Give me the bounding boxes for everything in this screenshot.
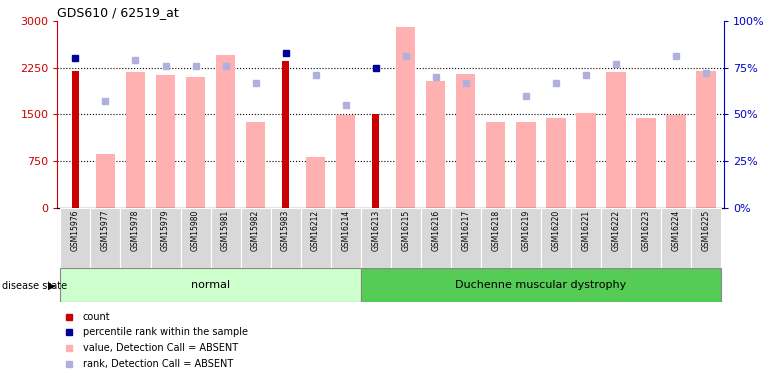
Text: GSM15976: GSM15976 (71, 210, 80, 251)
Bar (120, 208, 150, 268)
Bar (636, 117, 656, 208)
Bar (246, 122, 265, 208)
Text: GSM15981: GSM15981 (221, 210, 230, 251)
Bar (216, 55, 235, 208)
Text: GSM15977: GSM15977 (101, 210, 110, 251)
Bar (601, 208, 631, 268)
Bar (155, 75, 175, 208)
Text: GSM16216: GSM16216 (431, 210, 440, 251)
Bar (486, 122, 506, 208)
Bar (606, 72, 626, 208)
Bar (90, 208, 120, 268)
Text: rank, Detection Call = ABSENT: rank, Detection Call = ABSENT (83, 358, 233, 369)
Bar (456, 74, 476, 208)
Bar (481, 208, 511, 268)
Text: GDS610 / 62519_at: GDS610 / 62519_at (57, 6, 179, 20)
Bar (450, 208, 481, 268)
Bar (372, 114, 379, 208)
Bar (181, 208, 211, 268)
Text: GSM16215: GSM16215 (401, 210, 410, 251)
Text: GSM15983: GSM15983 (281, 210, 290, 251)
Bar (336, 115, 355, 208)
Bar (571, 208, 601, 268)
Text: count: count (83, 312, 110, 322)
Text: Duchenne muscular dystrophy: Duchenne muscular dystrophy (455, 280, 627, 290)
Bar (391, 208, 421, 268)
Bar (61, 208, 90, 268)
Text: GSM16221: GSM16221 (581, 210, 591, 251)
Text: ▶: ▶ (47, 281, 55, 291)
Text: GSM16222: GSM16222 (611, 210, 620, 251)
Bar (546, 117, 565, 208)
Bar (576, 112, 595, 208)
Text: disease state: disease state (2, 281, 67, 291)
Text: GSM15979: GSM15979 (161, 210, 170, 251)
Text: GSM16225: GSM16225 (702, 210, 710, 251)
Text: GSM15982: GSM15982 (251, 210, 260, 251)
Bar (631, 208, 661, 268)
Text: GSM16213: GSM16213 (372, 210, 380, 251)
Bar (511, 208, 541, 268)
Bar (396, 27, 415, 208)
Text: GSM16220: GSM16220 (552, 210, 560, 251)
Bar (72, 70, 79, 208)
Bar (666, 115, 686, 208)
Bar (516, 122, 535, 208)
Bar (241, 208, 270, 268)
Bar (282, 61, 289, 208)
Bar (186, 77, 205, 208)
Bar (696, 71, 715, 208)
Text: GSM16214: GSM16214 (341, 210, 350, 251)
Text: normal: normal (191, 280, 230, 290)
Bar (361, 208, 391, 268)
Bar (361, 268, 721, 302)
Text: percentile rank within the sample: percentile rank within the sample (83, 327, 247, 337)
Bar (96, 154, 115, 208)
Bar (306, 157, 326, 208)
Text: GSM15978: GSM15978 (131, 210, 140, 251)
Text: GSM16218: GSM16218 (491, 210, 500, 251)
Bar (691, 208, 721, 268)
Bar (126, 72, 146, 208)
Text: GSM16224: GSM16224 (671, 210, 680, 251)
Bar (211, 208, 241, 268)
Bar (331, 208, 361, 268)
Bar (150, 208, 181, 268)
Text: GSM16223: GSM16223 (641, 210, 650, 251)
Bar (541, 208, 571, 268)
Bar (661, 208, 691, 268)
Bar (421, 208, 450, 268)
Text: value, Detection Call = ABSENT: value, Detection Call = ABSENT (83, 343, 238, 353)
Text: GSM16212: GSM16212 (311, 210, 320, 251)
Bar (270, 208, 300, 268)
Bar (61, 268, 361, 302)
Text: GSM15980: GSM15980 (191, 210, 200, 251)
Text: GSM16217: GSM16217 (461, 210, 470, 251)
Text: GSM16219: GSM16219 (521, 210, 530, 251)
Bar (300, 208, 331, 268)
Bar (426, 81, 446, 208)
